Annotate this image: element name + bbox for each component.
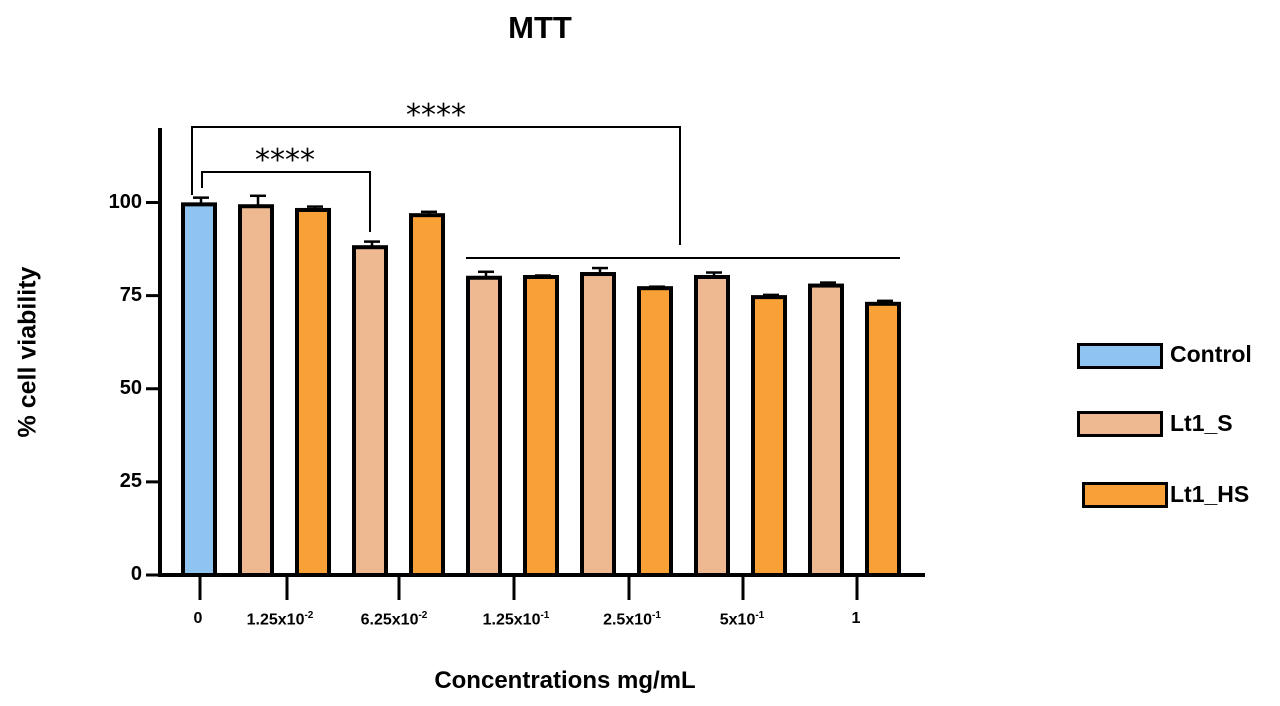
significance-bracket — [201, 171, 371, 232]
x-tick-label: 1.25x10-1 — [482, 610, 550, 629]
x-tick-label: 2.5x10-1 — [603, 610, 661, 629]
bar — [295, 207, 331, 577]
legend-swatch-control — [1077, 343, 1163, 369]
legend-label: Lt1_HS — [1170, 481, 1250, 507]
x-tick-label: 0 — [193, 610, 203, 627]
significance-bracket — [191, 126, 681, 245]
bar — [694, 275, 730, 577]
x-tick-label: 6.25x10-2 — [360, 610, 428, 629]
bar — [466, 275, 502, 577]
bar — [409, 213, 445, 577]
x-tick-label: 1 — [851, 610, 861, 627]
x-axis-label: Concentrations mg/mL — [434, 667, 696, 694]
bar — [580, 272, 616, 577]
bar — [751, 295, 787, 577]
significance-stars: **** — [255, 143, 315, 178]
legend-swatch-lt1-hs — [1082, 482, 1168, 508]
x-tick-label: 5x10-1 — [719, 610, 765, 629]
bar — [865, 301, 901, 577]
bar — [352, 245, 388, 577]
y-tick-label: 75 — [119, 283, 142, 306]
bar — [637, 286, 673, 577]
bar — [181, 202, 217, 578]
y-tick-label: 25 — [119, 469, 142, 492]
legend-swatch-lt1-s — [1077, 411, 1163, 437]
bar — [808, 283, 844, 577]
y-tick-label: 50 — [119, 376, 142, 399]
x-tick-label: 1.25x10-2 — [246, 610, 314, 629]
chart-title: MTT — [508, 10, 572, 45]
significance-stars: **** — [406, 98, 466, 133]
bar — [523, 275, 559, 577]
legend-label: Control — [1170, 341, 1252, 367]
bar — [238, 204, 274, 577]
y-tick-label: 0 — [130, 563, 142, 585]
y-tick-label: 100 — [108, 190, 142, 213]
legend-label: Lt1_S — [1170, 410, 1233, 436]
